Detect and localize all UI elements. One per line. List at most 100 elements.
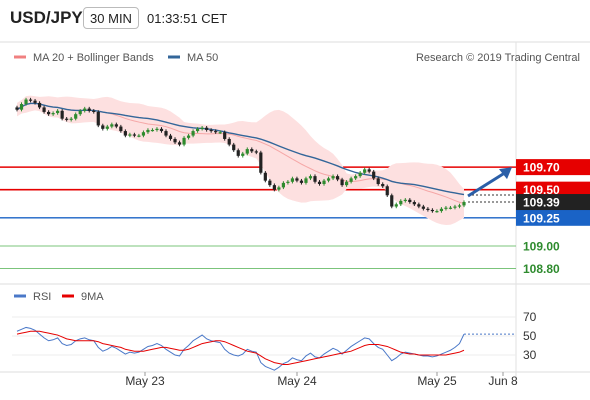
- candle: [83, 106, 87, 113]
- candle-body: [462, 202, 466, 206]
- forecast-arrow-shaft: [467, 170, 507, 198]
- candle: [19, 102, 24, 112]
- candle-body: [214, 131, 218, 133]
- candle-body: [141, 132, 146, 136]
- candle-body: [335, 176, 340, 180]
- candle: [263, 171, 267, 183]
- candle-body: [426, 208, 430, 210]
- candle: [56, 109, 60, 115]
- candle: [33, 98, 37, 105]
- candle: [335, 174, 340, 182]
- ma9-line: [16, 330, 465, 365]
- candle: [101, 123, 105, 131]
- candle: [177, 140, 182, 147]
- level-label-109-70: 109.70: [523, 161, 560, 175]
- candle: [457, 203, 462, 209]
- candle: [218, 130, 222, 134]
- candle: [105, 124, 109, 131]
- candle: [417, 202, 421, 209]
- candle: [426, 207, 430, 212]
- candle-body: [196, 128, 200, 132]
- candle-body: [376, 178, 380, 185]
- candle-body: [56, 110, 60, 114]
- candle: [394, 202, 398, 209]
- candle: [331, 174, 335, 181]
- candle-body: [367, 169, 371, 172]
- candle-body: [19, 104, 24, 110]
- candle: [385, 184, 389, 197]
- candle-body: [313, 176, 317, 182]
- candle: [168, 133, 173, 141]
- candle-body: [417, 204, 421, 207]
- candle-body: [421, 206, 425, 209]
- candle-body: [205, 127, 209, 130]
- candle: [119, 124, 123, 133]
- candle-body: [345, 181, 349, 186]
- candle: [453, 204, 457, 210]
- candle-body: [150, 129, 155, 132]
- candle: [340, 177, 344, 187]
- candle: [304, 176, 308, 185]
- candle-body: [209, 129, 213, 132]
- candle-body: [42, 107, 46, 112]
- timeframe-badge[interactable]: 30 MIN: [83, 7, 139, 29]
- candle: [363, 167, 367, 175]
- candle: [15, 105, 19, 112]
- candle-body: [457, 205, 462, 207]
- candle: [462, 200, 466, 208]
- candle-body: [317, 181, 322, 185]
- candle: [114, 122, 118, 129]
- rsi-tick-50: 50: [523, 329, 537, 343]
- candle-body: [304, 178, 308, 183]
- candle: [37, 101, 42, 110]
- candle-body: [24, 99, 28, 105]
- candle: [159, 127, 164, 133]
- candle: [308, 174, 313, 181]
- candle: [146, 128, 150, 134]
- candle-body: [453, 206, 457, 208]
- timestamp: 01:33:51 CET: [147, 11, 228, 26]
- candle: [259, 150, 263, 175]
- candle-body: [227, 138, 231, 145]
- candle: [28, 97, 33, 103]
- candle: [200, 126, 204, 131]
- bollinger-band: [17, 95, 464, 225]
- current-price-label: 109.39: [523, 196, 560, 210]
- candle: [196, 127, 200, 133]
- candle: [209, 128, 213, 133]
- candle: [358, 171, 362, 178]
- ma20-legend-label: MA 20 + Bollinger Bands: [33, 52, 154, 64]
- forecast-arrow-head: [499, 167, 512, 180]
- x-tick-label: May 25: [417, 374, 457, 388]
- candle: [128, 132, 132, 138]
- candle-body: [155, 128, 159, 131]
- candle: [191, 129, 195, 138]
- candle: [349, 176, 353, 184]
- candle: [51, 111, 55, 116]
- candle-body: [105, 126, 109, 129]
- candle-body: [177, 142, 182, 145]
- chart-header: USD/JPY 30 MIN 01:33:51 CET: [0, 0, 590, 38]
- rsi-tick-30: 30: [523, 348, 537, 362]
- candle: [132, 132, 136, 138]
- candle: [254, 149, 258, 155]
- candle-body: [164, 131, 168, 136]
- candle-body: [123, 131, 127, 136]
- candle-body: [430, 209, 434, 212]
- candle: [345, 180, 349, 187]
- ma9-legend-label: 9MA: [81, 291, 104, 303]
- candle-body: [146, 129, 150, 133]
- candle-body: [182, 137, 186, 145]
- candle-body: [168, 135, 173, 139]
- candle-body: [83, 108, 87, 111]
- candle-body: [33, 100, 37, 103]
- candle-body: [92, 110, 96, 112]
- candle: [78, 109, 82, 116]
- candle-body: [254, 151, 258, 153]
- candle: [322, 178, 326, 186]
- candle-body: [236, 150, 240, 156]
- candle: [313, 174, 317, 184]
- candle: [403, 198, 407, 203]
- candle-body: [65, 118, 69, 120]
- candle: [241, 151, 245, 158]
